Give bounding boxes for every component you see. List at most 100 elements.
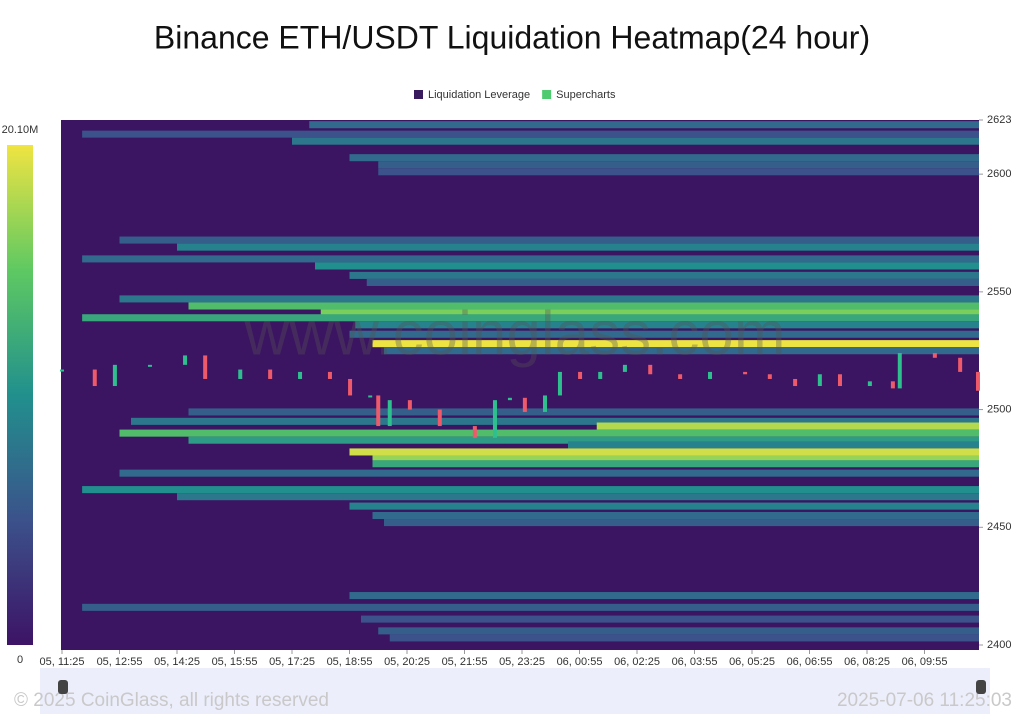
heat-band [372, 511, 979, 520]
chart-title: Binance ETH/USDT Liquidation Heatmap(24 … [154, 19, 870, 55]
candle [492, 400, 497, 438]
x-tick-label: 05, 23:25 [499, 656, 545, 668]
candle [932, 353, 937, 358]
heat-band [349, 448, 979, 456]
candle [897, 353, 902, 389]
legend-swatch [414, 90, 423, 99]
x-tick-label: 06, 09:55 [902, 656, 948, 668]
heat-band [119, 429, 979, 437]
candle [203, 355, 208, 379]
heat-band [372, 460, 979, 468]
candle [472, 426, 477, 438]
watermark: www.coinglass.com [244, 299, 786, 368]
candle [598, 371, 603, 379]
x-tick-label: 05, 21:55 [442, 656, 488, 668]
candle [767, 374, 772, 379]
candle [578, 371, 583, 379]
candle [298, 371, 303, 379]
marks [60, 121, 980, 642]
candle [543, 395, 547, 412]
footer-right: 2025-07-06 11:25:03 [837, 690, 1012, 711]
footer-left: © 2025 CoinGlass, all rights reserved [14, 690, 329, 711]
heat-band [355, 321, 979, 329]
heat-band [361, 615, 979, 623]
candle [867, 381, 872, 387]
candle [147, 364, 152, 367]
candle [837, 374, 842, 387]
candle [557, 371, 562, 396]
candle [958, 357, 963, 372]
x-tick-label: 05, 12:55 [97, 656, 143, 668]
candle [793, 378, 798, 387]
heat-band [82, 603, 979, 611]
heat-band [378, 627, 979, 635]
x-tick-label: 05, 14:25 [154, 656, 200, 668]
heat-band [119, 469, 979, 477]
heat-band [378, 161, 979, 169]
heat-band [366, 278, 979, 286]
heat-band [568, 441, 979, 449]
candle [60, 369, 64, 372]
heat-band [349, 502, 979, 510]
navigator-handle[interactable] [58, 680, 68, 694]
x-tick-label: 06, 06:55 [787, 656, 833, 668]
heat-band [188, 436, 979, 444]
x-tick-label: 05, 20:25 [384, 656, 430, 668]
y-tick-label: 2550 [987, 286, 1011, 298]
x-tick-label: 06, 02:25 [614, 656, 660, 668]
candle [112, 364, 117, 387]
candle [648, 364, 653, 375]
y-tick-label: 2623 [987, 114, 1011, 126]
heat-band [309, 121, 979, 129]
candle [437, 409, 442, 427]
legend-label: Supercharts [556, 89, 616, 101]
candle [678, 374, 683, 379]
candle [522, 397, 527, 412]
y-tick-label: 2500 [987, 403, 1011, 415]
heat-band [82, 486, 979, 494]
heat-band [372, 455, 979, 463]
x-tick-label: 06, 03:55 [672, 656, 718, 668]
candle [507, 397, 512, 401]
x-tick-label: 05, 11:25 [39, 656, 84, 668]
color-bar [7, 145, 33, 645]
candle [708, 371, 713, 379]
heat-band [131, 417, 979, 425]
candle [238, 369, 243, 379]
candle [368, 395, 373, 398]
heat-band [372, 340, 979, 348]
candle [92, 369, 97, 387]
candle [183, 355, 188, 365]
x-tick-label: 05, 15:55 [212, 656, 258, 668]
heat-band [389, 634, 979, 642]
heat-band [378, 168, 979, 176]
heat-band [177, 243, 979, 251]
heat-band [188, 302, 979, 310]
candle [327, 371, 332, 379]
y-tick-label: 2600 [987, 168, 1011, 180]
x-tick-label: 06, 00:55 [557, 656, 603, 668]
x-tick-label: 06, 05:25 [729, 656, 775, 668]
x-tick-label: 06, 08:25 [844, 656, 890, 668]
x-tick-label: 05, 18:55 [327, 656, 373, 668]
candle [890, 381, 895, 389]
x-tick-label: 05, 17:25 [269, 656, 315, 668]
heat-band [320, 309, 979, 317]
candle [348, 378, 353, 396]
candle [387, 400, 392, 427]
y-tick-label: 2450 [987, 521, 1011, 533]
legend-swatch [542, 90, 552, 99]
heat-band [349, 330, 979, 338]
navigator-handle[interactable] [976, 680, 986, 694]
heat-band [82, 255, 979, 263]
heat-band [82, 314, 979, 322]
candle [376, 395, 381, 427]
plot-area [61, 120, 979, 650]
heat-band [349, 592, 979, 600]
heat-band [596, 422, 979, 430]
heat-band [188, 408, 979, 416]
candle [268, 369, 273, 379]
heat-band [384, 519, 979, 527]
heat-band [119, 295, 979, 303]
